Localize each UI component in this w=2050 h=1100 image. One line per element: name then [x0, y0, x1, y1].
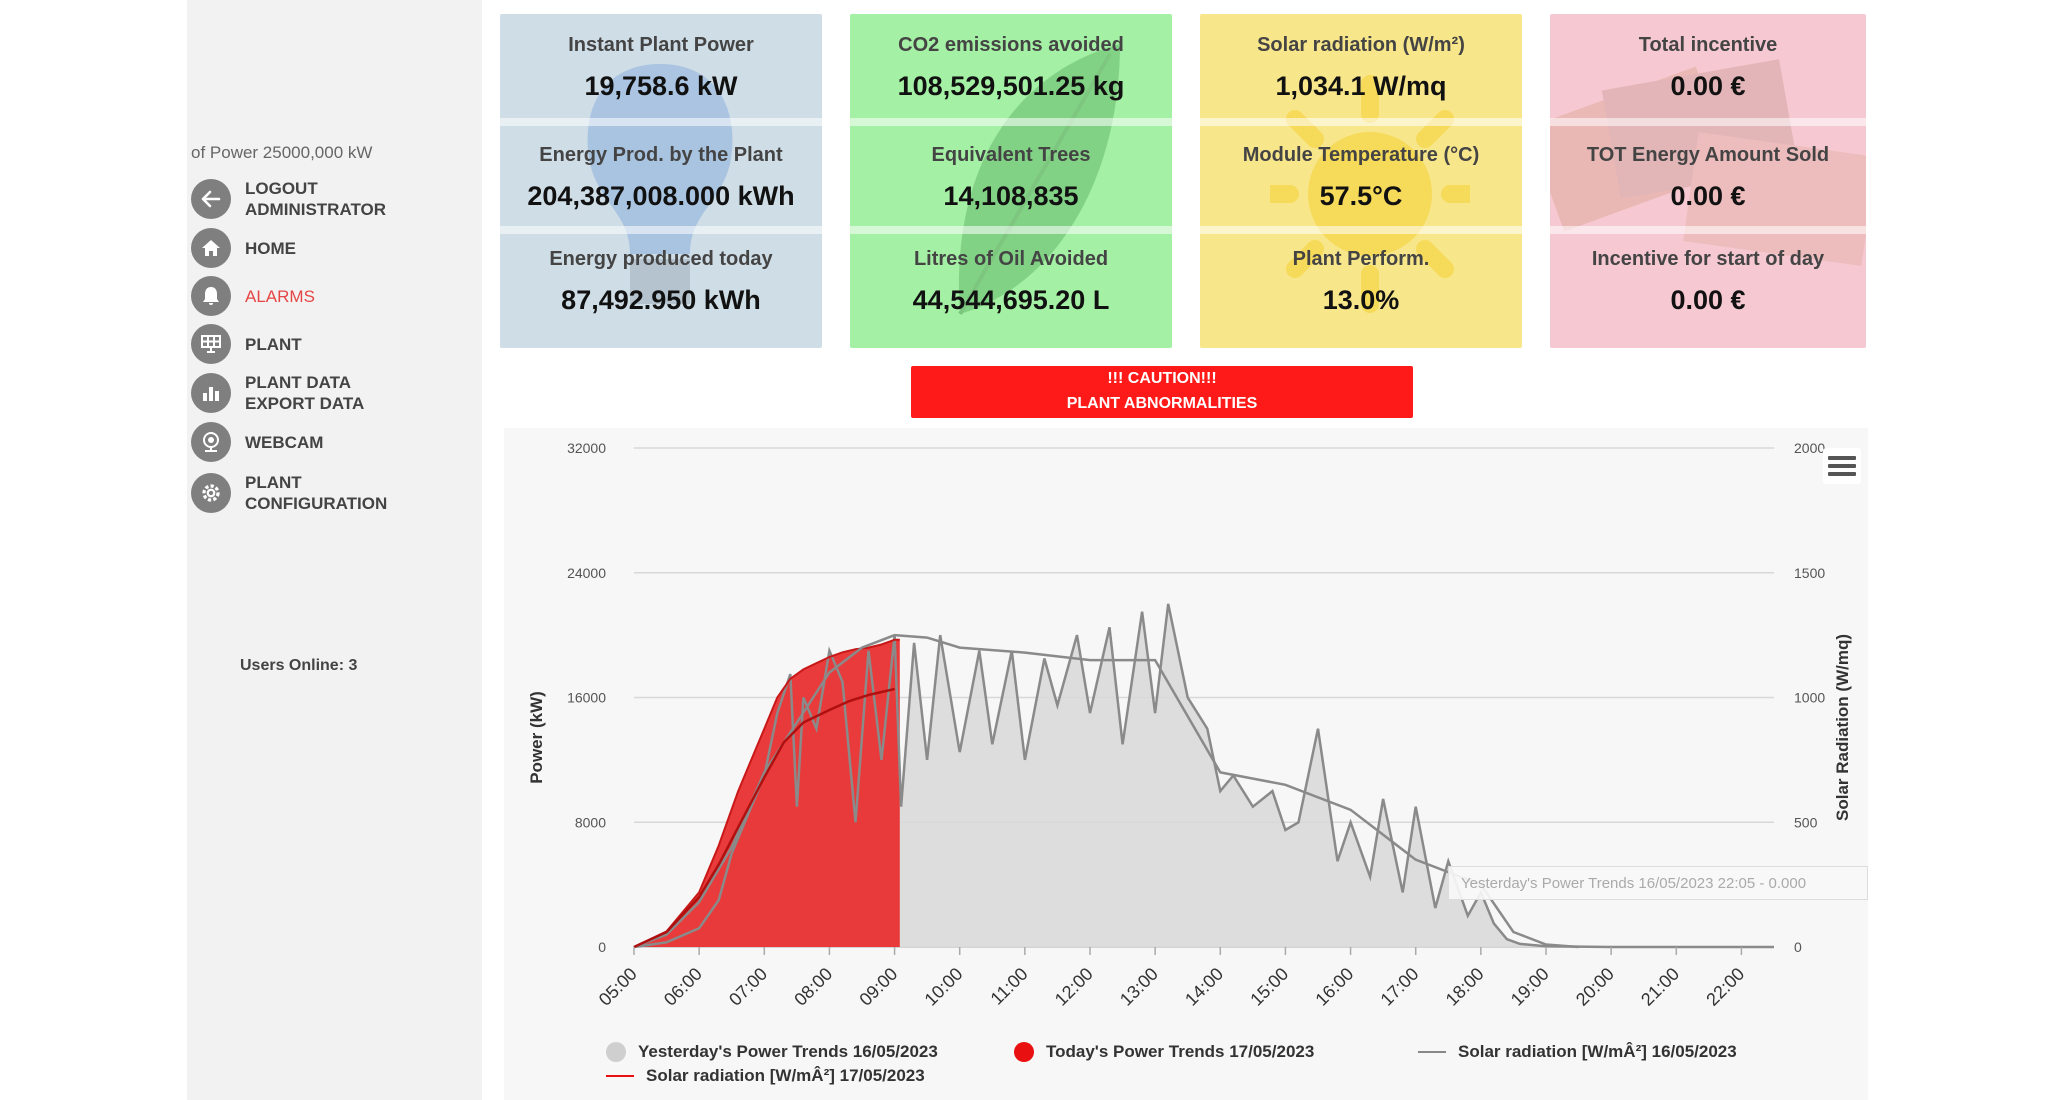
caution-message: PLANT ABNORMALITIES [1066, 395, 1258, 412]
y-right-tick-label: 2000 [1794, 440, 1825, 456]
tile-plant-power: Instant Plant Power 19,758.6 kW Energy P… [500, 14, 822, 348]
chart-tooltip: Yesterday's Power Trends 16/05/2023 22:0… [1448, 866, 1868, 900]
y-right-tick-label: 0 [1794, 939, 1802, 955]
x-tick-label: 08:00 [790, 964, 836, 1010]
sidebar-item-logout[interactable]: LOGOUT ADMINISTRATOR [191, 178, 471, 220]
x-tick-label: 05:00 [595, 964, 641, 1010]
y-right-tick-label: 1500 [1794, 565, 1825, 581]
x-tick-label: 19:00 [1507, 964, 1553, 1010]
x-tick-label: 11:00 [987, 964, 1032, 1009]
plant-power-note: of Power 25000,000 kW [191, 143, 373, 162]
sidebar-item-label: ALARMS [245, 286, 315, 306]
metric-plant-performance: Plant Perform. 13.0% [1292, 248, 1430, 315]
today-power-area [634, 639, 900, 947]
users-online-label: Users Online: [240, 657, 345, 674]
x-tick-label: 21:00 [1637, 964, 1683, 1010]
x-tick-label: 16:00 [1311, 964, 1357, 1010]
sidebar-item-label: PLANT [245, 334, 302, 354]
x-tick-label: 12:00 [1051, 964, 1097, 1010]
y-right-axis-title: Solar Radiation (W/mq) [1833, 634, 1852, 821]
metric-co2-avoided: CO2 emissions avoided 108,529,501.25 kg [897, 34, 1125, 101]
metric-energy-produced-today: Energy produced today 87,492.950 kWh [549, 248, 773, 315]
legend-solar-radiation-today[interactable]: Solar radiation [W/mÂ²] 17/05/2023 [606, 1066, 925, 1086]
x-tick-label: 09:00 [855, 964, 901, 1010]
x-tick-label: 07:00 [725, 964, 771, 1010]
x-tick-label: 17:00 [1377, 964, 1423, 1010]
bell-icon [191, 276, 231, 316]
sidebar-item-plant[interactable]: PLANT [191, 324, 471, 364]
users-online-count: 3 [348, 657, 358, 674]
x-tick-label: 18:00 [1442, 964, 1488, 1010]
metric-energy-produced-total: Energy Prod. by the Plant 204,387,008.00… [527, 144, 795, 211]
x-tick-label: 06:00 [660, 964, 706, 1010]
today-power-line [633, 638, 900, 948]
sidebar-item-webcam[interactable]: WEBCAM [191, 422, 471, 462]
caution-alert-button[interactable]: !!! CAUTION!!! PLANT ABNORMALITIES [911, 366, 1413, 418]
y-left-tick-label: 16000 [567, 690, 606, 706]
solar-radiation-today-line [633, 687, 895, 949]
metric-incentive-start-day: Incentive for start of day 0.00 € [1591, 248, 1825, 315]
users-online: Users Online: 3 [240, 657, 357, 675]
tile-incentive: Total incentive 0.00 € TOT Energy Amount… [1550, 14, 1866, 348]
y-left-tick-label: 8000 [575, 814, 606, 830]
legend-marker [606, 1075, 634, 1077]
metric-solar-radiation: Solar radiation (W/m²) 1,034.1 W/mq [1257, 34, 1465, 101]
tile-environment: CO2 emissions avoided 108,529,501.25 kg … [850, 14, 1172, 348]
metric-instant-plant-power: Instant Plant Power 19,758.6 kW [568, 34, 754, 101]
legend-solar-radiation-yesterday[interactable]: Solar radiation [W/mÂ²] 16/05/2023 [1418, 1042, 1737, 1062]
sidebar: of Power 25000,000 kW LOGOUT ADMINISTRAT… [187, 0, 482, 1100]
x-tick-label: 13:00 [1116, 964, 1162, 1010]
light-bulb-icon [587, 64, 733, 304]
caution-title: !!! CAUTION!!! [1107, 370, 1217, 387]
home-icon [191, 228, 231, 268]
x-tick-label: 10:00 [921, 964, 967, 1010]
y-left-tick-label: 32000 [567, 440, 606, 456]
x-tick-label: 22:00 [1702, 964, 1748, 1010]
gear-icon [191, 473, 231, 513]
banknotes-icon [1550, 59, 1866, 266]
y-left-tick-label: 24000 [567, 565, 606, 581]
sidebar-item-home[interactable]: HOME [191, 228, 471, 268]
metric-oil-avoided: Litres of Oil Avoided 44,544,695.20 L [912, 248, 1110, 315]
legend-marker [606, 1042, 626, 1062]
x-tick-label: 15:00 [1246, 964, 1292, 1010]
x-tick-label: 20:00 [1572, 964, 1618, 1010]
metric-module-temperature: Module Temperature (°C) 57.5°C [1242, 144, 1480, 211]
webcam-icon [191, 422, 231, 462]
sidebar-item-label: PLANT DATA EXPORT DATA [245, 373, 365, 413]
metric-equivalent-trees: Equivalent Trees 14,108,835 [931, 144, 1091, 211]
legend-marker [1014, 1042, 1034, 1062]
sidebar-item-label: LOGOUT ADMINISTRATOR [245, 179, 387, 219]
sidebar-item-label: HOME [245, 238, 296, 258]
metric-energy-amount-sold: TOT Energy Amount Sold 0.00 € [1586, 144, 1830, 211]
x-tick-label: 14:00 [1181, 964, 1227, 1010]
y-right-tick-label: 500 [1794, 814, 1818, 830]
chart-menu-button[interactable] [1823, 448, 1861, 484]
hamburger-icon [1828, 456, 1856, 460]
tile-solar: Solar radiation (W/m²) 1,034.1 W/mq Modu… [1200, 14, 1522, 348]
sidebar-item-label: PLANT CONFIGURATION [245, 473, 388, 513]
legend-today-power[interactable]: Today's Power Trends 17/05/2023 [1014, 1042, 1314, 1062]
sidebar-item-configuration[interactable]: PLANT CONFIGURATION [191, 472, 471, 514]
y-left-axis-title: Power (kW) [527, 691, 546, 784]
arrow-left-icon [191, 179, 231, 219]
leaf-icon [958, 44, 1120, 315]
metric-total-incentive: Total incentive 0.00 € [1638, 34, 1778, 101]
solar-panel-icon [191, 324, 231, 364]
bar-chart-icon [191, 373, 231, 413]
sidebar-item-alarms[interactable]: ALARMS [191, 276, 471, 316]
y-left-tick-label: 0 [598, 939, 606, 955]
sidebar-item-plant-data[interactable]: PLANT DATA EXPORT DATA [191, 372, 471, 414]
sun-icon [1270, 75, 1470, 313]
sidebar-item-label: WEBCAM [245, 432, 324, 452]
legend-yesterday-power[interactable]: Yesterday's Power Trends 16/05/2023 [606, 1042, 938, 1062]
legend-marker [1418, 1051, 1446, 1053]
y-right-tick-label: 1000 [1794, 690, 1825, 706]
